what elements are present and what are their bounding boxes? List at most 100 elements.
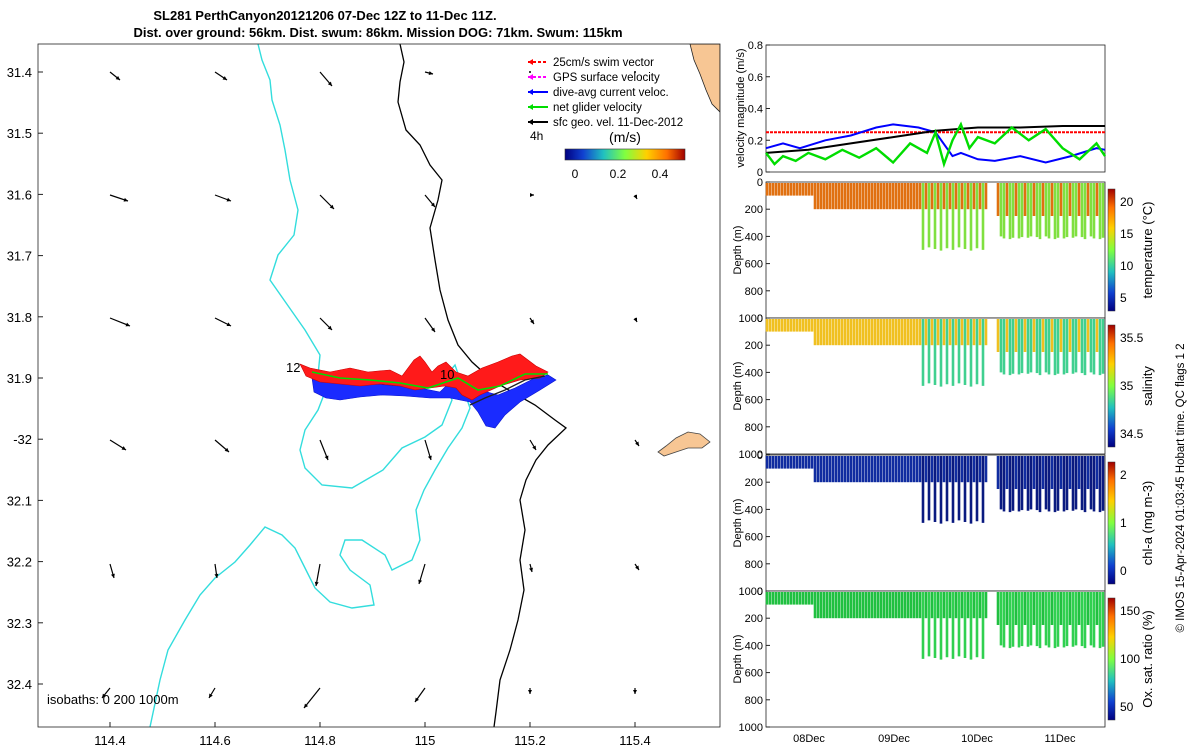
map-y-tick-label: 31.8 (7, 310, 32, 325)
geo-arrow (633, 317, 638, 323)
colorbar-label: chl-a (mg m-3) (1140, 481, 1155, 566)
map-x-ticks: 114.4 114.6 114.8 115 115.2 115.4 (94, 722, 651, 748)
colorbar-tick: 0.4 (652, 167, 669, 181)
colorbar (1107, 324, 1116, 448)
geo-arrow (319, 194, 335, 210)
velocity-ylabel: velocity magnitude (m/s) (735, 48, 747, 167)
velocity-y-tick-label: 0.8 (748, 40, 763, 52)
depth-tick-label: 800 (745, 695, 763, 707)
velocity-series (765, 121, 1106, 169)
legend-item: 25cm/s swim vector (528, 57, 654, 69)
colorbar-tick-label: 20 (1120, 195, 1134, 209)
colorbar-tick-label: 35 (1120, 379, 1134, 393)
legend-label: dive-avg current veloc. (553, 87, 669, 99)
sfc-geo-velocity-arrows (101, 71, 640, 709)
geo-arrow (528, 688, 532, 694)
profile-columns (765, 592, 1105, 660)
depth-tick-label: 200 (745, 477, 763, 489)
date-tick-label: 11Dec (1045, 733, 1076, 745)
geo-arrow (634, 439, 640, 447)
profile-columns (765, 183, 1105, 251)
depth-tick-label: 1000 (739, 722, 763, 734)
depth-tick-label: 1000 (739, 586, 763, 598)
geo-arrow (109, 194, 129, 202)
geo-arrow (633, 688, 637, 694)
colorbar-tick-label: 1 (1120, 516, 1127, 530)
colorbar-tick-label: 50 (1120, 700, 1134, 714)
profile-columns (765, 456, 1105, 524)
colorbar-tick-label: 150 (1120, 604, 1140, 618)
colorbar (1107, 597, 1116, 721)
map-x-tick-label: 115 (415, 733, 436, 748)
depth-tick-label: 600 (745, 259, 763, 271)
colorbar-tick-label: 5 (1120, 291, 1127, 305)
track-label-12: 12 (286, 360, 300, 375)
geo-arrow (303, 687, 321, 709)
depth-tick-label: 800 (745, 559, 763, 571)
map-x-tick-label: 115.4 (619, 733, 651, 748)
velocity-y-tick-label: 0.2 (748, 135, 763, 147)
credit-text: © IMOS 15-Apr-2024 01:03:45 Hobart time.… (1175, 343, 1187, 632)
depth-tick-label: 600 (745, 668, 763, 680)
depth-tick-label: 200 (745, 340, 763, 352)
map-y-tick-label: 32.3 (7, 616, 32, 631)
section-panel-salinity: 35.5 35 34.5 0 200 400 600 800 1000 Depth (m) sali… (732, 313, 1155, 461)
depth-tick-label: 800 (745, 286, 763, 298)
geo-arrow (214, 439, 230, 453)
map-y-tick-label: 31.6 (7, 187, 32, 202)
geo-arrow (633, 194, 638, 200)
depth-tick-label: 1000 (739, 449, 763, 461)
depth-tick-label: 200 (745, 204, 763, 216)
geo-arrow (109, 317, 131, 327)
depth-tick-label: 400 (745, 504, 763, 516)
date-tick-label: 10Dec (961, 733, 993, 745)
geo-arrow (529, 317, 535, 325)
depth-tick-label: 0 (757, 586, 763, 598)
colorbar-label: temperature (°C) (1140, 202, 1155, 299)
legend-item: dive-avg current veloc. (528, 87, 669, 99)
map-y-tick-label: 32.1 (7, 493, 32, 508)
geo-arrow (529, 71, 531, 73)
map-y-tick-label: -32 (13, 432, 32, 447)
map-x-tick-label: 114.8 (304, 733, 336, 748)
legend-item: GPS surface velocity (528, 72, 660, 84)
series-dive-avg-current (765, 123, 1106, 164)
depth-ylabel: Depth (m) (732, 226, 744, 275)
track-label-10: 10 (440, 367, 454, 382)
geo-arrow (319, 317, 333, 331)
date-tick-label: 08Dec (793, 733, 825, 745)
map-panel: 12 10 isobaths: 0 200 1000m 114.4 114.6 11… (7, 43, 721, 748)
colorbar-tick-label: 34.5 (1120, 427, 1144, 441)
depth-tick-label: 600 (745, 532, 763, 544)
geo-arrow (424, 317, 436, 333)
legend-label: GPS surface velocity (553, 72, 660, 84)
map-y-tick-label: 31.9 (7, 371, 32, 386)
colorbar-title: (m/s) (609, 129, 641, 145)
velocity-panel: 0 0.2 0.4 0.6 0.8 velocity magnitude (m/s) (735, 40, 1106, 179)
legend-arrowhead (528, 89, 533, 95)
geo-arrow (319, 439, 329, 461)
legend-item: net glider velocity (528, 102, 642, 114)
geo-arrow (214, 563, 219, 579)
geo-arrow (529, 563, 533, 573)
depth-tick-label: 400 (745, 367, 763, 379)
coastline (689, 44, 720, 113)
geo-arrow (424, 71, 434, 75)
map-y-tick-label: 31.7 (7, 249, 32, 264)
geo-arrow (424, 194, 436, 208)
depth-tick-label: 0 (757, 450, 763, 462)
legend-arrowhead (528, 119, 533, 125)
geo-arrow (424, 439, 432, 461)
depth-tick-label: 200 (745, 613, 763, 625)
geo-arrow (109, 563, 115, 579)
map-y-tick-label: 31.5 (7, 126, 32, 141)
scale-label: 4h (530, 129, 543, 143)
colorbar (1107, 188, 1116, 312)
colorbar-tick-label: 100 (1120, 652, 1140, 666)
geo-arrow (214, 317, 232, 327)
depth-ylabel: Depth (m) (732, 499, 744, 548)
geo-arrow (530, 193, 534, 197)
date-ticks: 08Dec 09Dec 10Dec 11Dec (793, 733, 1076, 745)
net-glider-velocity (311, 371, 548, 391)
